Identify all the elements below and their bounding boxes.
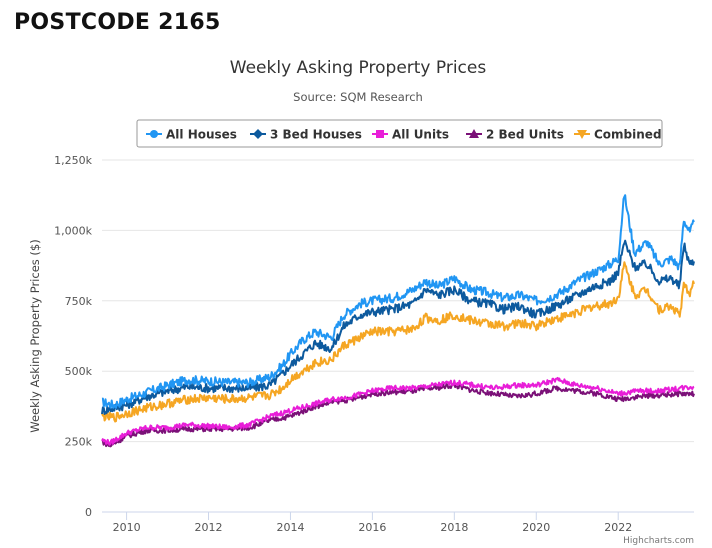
legend-box [136,119,663,148]
legend-label: Combined [594,128,662,142]
chart-subtitle: Source: SQM Research [293,90,423,104]
legend-label: 2 Bed Units [486,128,564,142]
x-tick-label: 2020 [522,521,550,534]
triangle-down-marker-icon [577,130,587,139]
x-tick-label: 2018 [440,521,468,534]
series-line-2-bed-units[interactable] [101,383,695,448]
x-tick-label: 2012 [195,521,223,534]
legend-label: All Houses [166,128,237,142]
square-marker-icon [376,130,384,138]
legend-label: All Units [392,128,449,142]
legend-item-3-bed-houses[interactable]: 3 Bed Houses [250,128,362,142]
page-title: POSTCODE 2165 [14,10,221,35]
series-line-all-units[interactable] [101,376,695,446]
triangle-marker-icon [469,129,479,138]
y-tick-label: 250k [65,436,93,449]
diamond-marker-icon [253,129,263,139]
highcharts-credit[interactable]: Highcharts.com [623,536,694,546]
x-tick-label: 2010 [113,521,141,534]
y-tick-label: 1,000k [54,224,92,237]
y-axis: 0 250k 500k 750k 1,000k 1,250k [54,154,92,519]
x-axis: 2010 2012 2014 2016 2018 2020 2022 [102,511,694,534]
y-tick-label: 0 [85,506,92,519]
x-tick-label: 2014 [276,521,304,534]
series-lines [101,194,695,448]
series-line-combined[interactable] [101,261,695,423]
y-axis-title: Weekly Asking Property Prices ($) [28,239,42,432]
y-tick-label: 1,250k [54,154,92,167]
legend-item-all-units[interactable]: All Units [372,128,449,142]
legend-item-all-houses[interactable]: All Houses [146,128,237,142]
series-line-3-bed-houses[interactable] [101,239,695,415]
circle-marker-icon [150,130,158,138]
legend-item-2-bed-units[interactable]: 2 Bed Units [466,128,564,142]
legend-item-combined[interactable]: Combined [574,128,662,142]
grid-lines [102,159,694,513]
legend-label: 3 Bed Houses [270,128,362,142]
chart-title: Weekly Asking Property Prices [230,58,487,78]
x-tick-label: 2016 [358,521,386,534]
y-tick-label: 750k [65,295,93,308]
y-tick-label: 500k [65,365,93,378]
x-tick-label: 2022 [604,521,632,534]
series-line-all-houses[interactable] [101,194,695,409]
legend: All Houses 3 Bed Houses All Units 2 Bed Uni… [136,119,663,148]
